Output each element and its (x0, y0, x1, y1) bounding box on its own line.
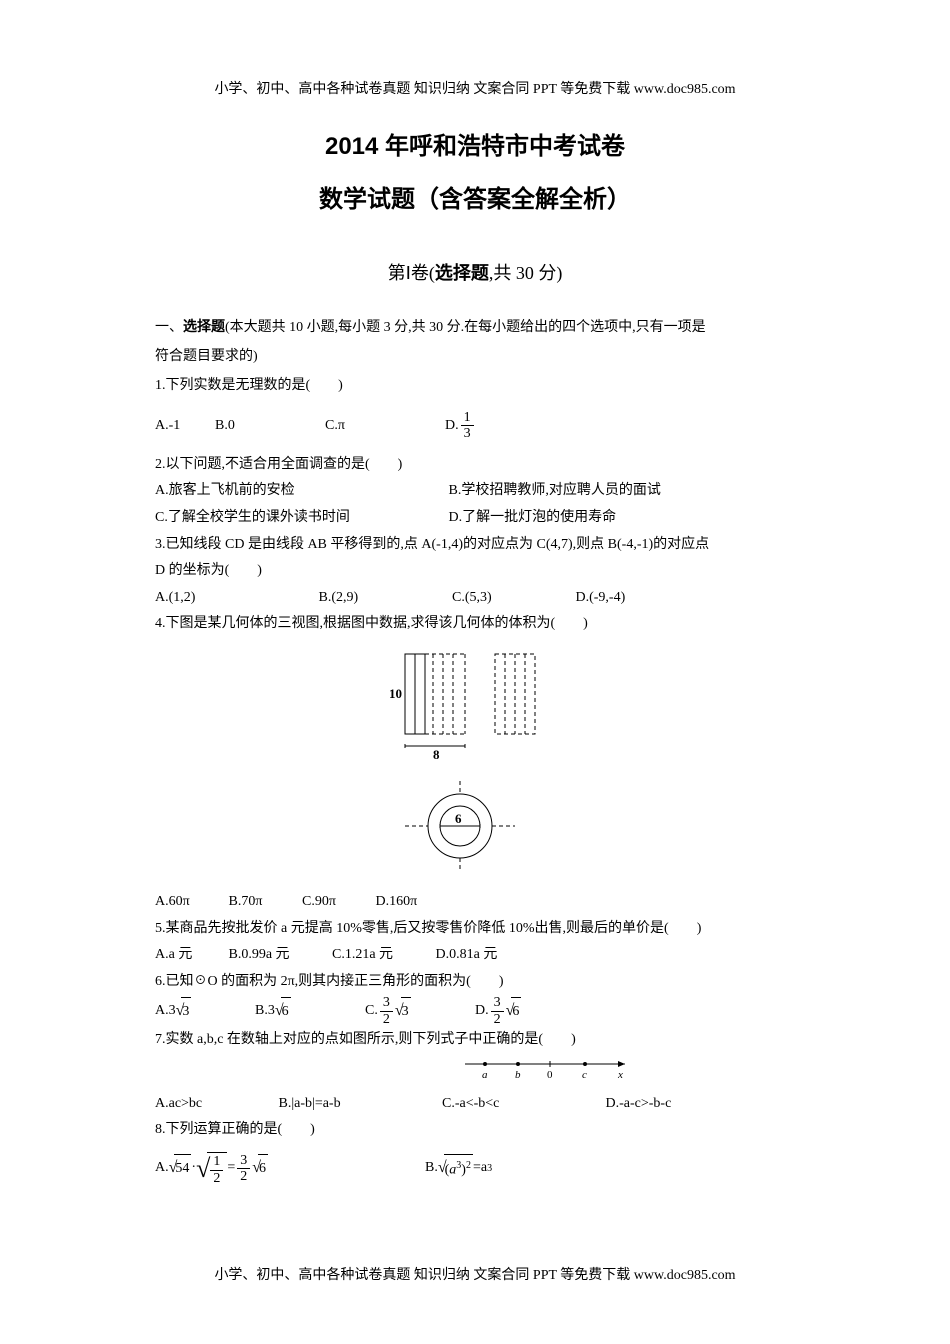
q4-figure: 10 8 6 (155, 646, 795, 881)
q7-optC: C.-a<-b<c (442, 1091, 602, 1118)
q6-optA-prefix: A.3 (155, 998, 176, 1025)
q3-line1: 3.已知线段 CD 是由线段 AB 平移得到的,点 A(-1,4)的对应点为 C… (155, 532, 795, 559)
eq: = (227, 1155, 235, 1182)
q4-optD: D.160π (376, 894, 418, 909)
q4-optC: C.90π (302, 889, 372, 916)
q5-optB: B.0.99a 元 (229, 942, 329, 969)
q2-optB: B.学校招聘教师,对应聘人员的面试 (449, 483, 661, 498)
q5-optA: A.a 元 (155, 942, 225, 969)
title-sub: 数学试题（含答案全解全析） (155, 179, 795, 214)
q8-optB: B. √(a3)2 =a3 (425, 1153, 492, 1184)
q7-optD: D.-a-c>-b-c (606, 1096, 672, 1111)
q3-optA: A.(1,2) (155, 585, 315, 612)
q3-optC: C.(5,3) (452, 585, 572, 612)
sqrt-icon: √6 (275, 996, 291, 1026)
intro-rest1: (本大题共 10 小题,每小题 3 分,共 30 分.在每小题给出的四个选项中,… (225, 320, 706, 335)
q4-optB: B.70π (229, 889, 299, 916)
q1-optA: A.-1 (155, 413, 215, 440)
exp: 3 (487, 1159, 492, 1178)
q7-text: 7.实数 a,b,c 在数轴上对应的点如图所示,则下列式子中正确的是( ) (155, 1027, 795, 1054)
q2-optA: A.旅客上飞机前的安检 (155, 478, 445, 505)
q3-optD: D.(-9,-4) (576, 590, 626, 605)
q1-optB: B.0 (215, 413, 325, 440)
sqrt-icon: √3 (395, 996, 411, 1026)
q6-optC-prefix: C. (365, 998, 378, 1025)
svg-text:a: a (482, 1069, 488, 1081)
q7-optA: A.ac>bc (155, 1091, 275, 1118)
q6-optC: C. 32 √3 (365, 995, 475, 1027)
eq: =a (473, 1155, 487, 1182)
sqrt-icon: √6 (506, 996, 522, 1026)
sqrt-frac-icon: √ 12 (196, 1144, 227, 1193)
q4-text: 4.下图是某几何体的三视图,根据图中数据,求得该几何体的体积为( ) (155, 611, 795, 638)
q5-opts: A.a 元 B.0.99a 元 C.1.21a 元 D.0.81a 元 (155, 942, 795, 969)
q6-optD: D. 32 √6 (475, 995, 521, 1027)
q6-optB-prefix: B.3 (255, 998, 275, 1025)
svg-text:b: b (515, 1069, 521, 1081)
q6-optB: B.3 √6 (255, 996, 365, 1026)
q3-line2: D 的坐标为( ) (155, 558, 795, 585)
q8-text: 8.下列运算正确的是( ) (155, 1117, 795, 1144)
section-prefix: 第Ⅰ卷( (388, 263, 435, 283)
q7-optB: B.|a-b|=a-b (279, 1091, 439, 1118)
q2-optD: D.了解一批灯泡的使用寿命 (449, 510, 617, 525)
intro-bold: 选择题 (183, 320, 225, 335)
q8-optA: A. √54 · √ 12 = 32 √6 (155, 1144, 425, 1193)
q2-opts-2: C.了解全校学生的课外读书时间 D.了解一批灯泡的使用寿命 (155, 505, 795, 532)
title-main: 2014 年呼和浩特市中考试卷 (155, 126, 795, 161)
q3-opts: A.(1,2) B.(2,9) C.(5,3) D.(-9,-4) (155, 585, 795, 612)
svg-text:x: x (617, 1069, 623, 1081)
frac-icon: 32 (491, 995, 504, 1027)
q6-text: 6.已知☉O 的面积为 2π,则其内接正三角形的面积为( ) (155, 969, 795, 996)
q6-optA: A.3 √3 (155, 996, 255, 1026)
q1-optD-frac: 1 3 (461, 410, 474, 442)
fig-label-8: 8 (433, 747, 440, 762)
sqrt-icon: √54 (169, 1153, 192, 1183)
section-suffix: ,共 30 分) (489, 263, 563, 283)
q1-optC: C.π (325, 413, 445, 440)
fig-label-10: 10 (389, 686, 402, 701)
q1-optD-prefix: D. (445, 413, 459, 440)
q2-text: 2.以下问题,不适合用全面调查的是( ) (155, 452, 795, 479)
svg-text:c: c (582, 1069, 587, 1081)
svg-text:0: 0 (547, 1069, 553, 1081)
q8-optA-prefix: A. (155, 1155, 169, 1182)
page-header: 小学、初中、高中各种试卷真题 知识归纳 文案合同 PPT 等免费下载 www.d… (155, 78, 795, 98)
q5-optD: D.0.81a 元 (436, 947, 498, 962)
section-title: 第Ⅰ卷(选择题,共 30 分) (155, 259, 795, 285)
frac-icon: 32 (237, 1153, 250, 1185)
intro-prefix: 一、 (155, 320, 183, 335)
q4-optA: A.60π (155, 889, 225, 916)
frac-num: 1 (461, 410, 474, 426)
q1-text: 1.下列实数是无理数的是( ) (155, 373, 795, 400)
q1-options: A.-1 B.0 C.π D. 1 3 (155, 410, 795, 442)
frac-icon: 32 (380, 995, 393, 1027)
q1-optD: D. 1 3 (445, 410, 476, 442)
q3-optB: B.(2,9) (319, 585, 449, 612)
q8-optB-prefix: B. (425, 1155, 438, 1182)
q4-opts: A.60π B.70π C.90π D.160π (155, 889, 795, 916)
section-bold: 选择题 (435, 263, 489, 283)
q7-opts: A.ac>bc B.|a-b|=a-b C.-a<-b<c D.-a-c>-b-… (155, 1091, 795, 1118)
q2-opts-1: A.旅客上飞机前的安检 B.学校招聘教师,对应聘人员的面试 (155, 478, 795, 505)
q5-optC: C.1.21a 元 (332, 942, 432, 969)
sqrt-icon: √3 (176, 996, 192, 1026)
q7-numberline: a b 0 c x (155, 1056, 795, 1087)
section-intro: 一、选择题(本大题共 10 小题,每小题 3 分,共 30 分.在每小题给出的四… (155, 315, 795, 340)
q6-optD-prefix: D. (475, 998, 489, 1025)
q6-opts: A.3 √3 B.3 √6 C. 32 √3 D. 32 √6 (155, 995, 795, 1027)
frac-den: 3 (461, 426, 474, 441)
page-footer: 小学、初中、高中各种试卷真题 知识归纳 文案合同 PPT 等免费下载 www.d… (0, 1264, 950, 1284)
fig-label-6: 6 (455, 811, 462, 826)
sqrt-icon: √6 (252, 1153, 268, 1183)
q5-text: 5.某商品先按批发价 a 元提高 10%零售,后又按零售价降低 10%出售,则最… (155, 916, 795, 943)
sqrt-icon: √(a3)2 (438, 1153, 473, 1184)
q2-optC: C.了解全校学生的课外读书时间 (155, 505, 445, 532)
section-intro-2: 符合题目要求的) (155, 344, 795, 369)
q8-opts: A. √54 · √ 12 = 32 √6 B. √(a3)2 =a3 (155, 1144, 795, 1193)
